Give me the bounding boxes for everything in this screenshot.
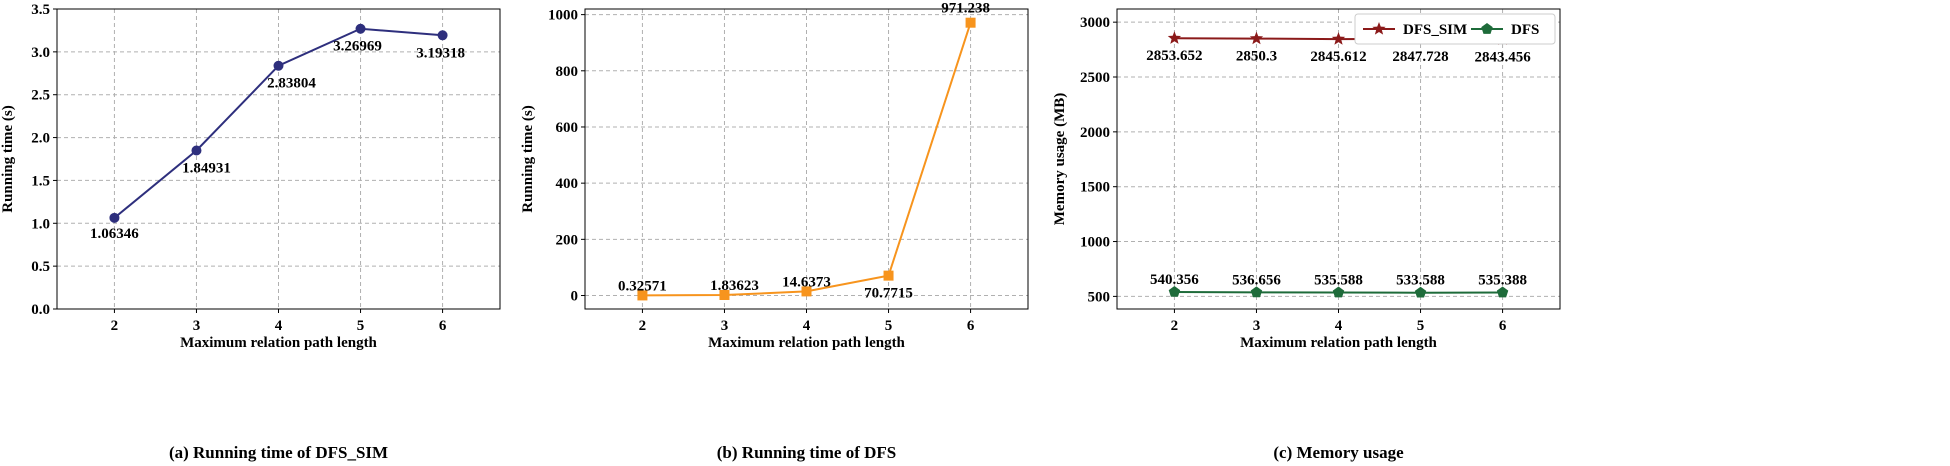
data-point bbox=[1249, 31, 1264, 45]
x-tick-label: 5 bbox=[885, 318, 893, 334]
data-point bbox=[437, 30, 448, 41]
y-tick-label: 2500 bbox=[1080, 70, 1110, 86]
y-tick-label: 1000 bbox=[1080, 235, 1110, 251]
x-tick-label: 3 bbox=[721, 318, 729, 334]
data-label: 14.6373 bbox=[782, 274, 831, 290]
x-tick-label: 4 bbox=[275, 318, 283, 334]
y-tick-label: 200 bbox=[556, 232, 579, 248]
legend-box bbox=[1354, 13, 1556, 45]
y-tick-label: 3000 bbox=[1080, 15, 1110, 31]
chart-running-time-dfs: 2 3 4 5 6 0 200 400 600 800 1000 Maximum relation p… bbox=[520, 1, 1029, 462]
data-point bbox=[637, 290, 648, 301]
y-tick-label: 3.0 bbox=[31, 45, 50, 61]
y-tick-label: 0.5 bbox=[31, 259, 50, 275]
y-tick-label: 800 bbox=[556, 64, 579, 80]
data-point bbox=[109, 212, 120, 223]
y-tick-label: 400 bbox=[556, 176, 579, 192]
legend-label: DFS_SIM bbox=[1403, 22, 1467, 38]
data-point bbox=[1332, 286, 1345, 298]
data-point bbox=[191, 145, 202, 156]
chart-memory-usage: 2 3 4 5 6 500 1000 1500 2000 2500 3000 Maximum rela… bbox=[1052, 8, 1561, 462]
data-label: 533.588 bbox=[1396, 273, 1445, 289]
data-label: 535.388 bbox=[1478, 273, 1527, 289]
data-point bbox=[883, 270, 894, 281]
y-tick-label: 2.5 bbox=[31, 88, 50, 104]
data-label: 1.83623 bbox=[710, 278, 759, 294]
data-point bbox=[1167, 31, 1182, 44]
x-axis-label: Maximum relation path length bbox=[1240, 335, 1437, 351]
data-label: 2.83804 bbox=[267, 76, 316, 92]
legend-label: DFS bbox=[1511, 22, 1539, 38]
legend-marker bbox=[1372, 22, 1386, 35]
x-tick-label: 6 bbox=[1499, 318, 1507, 334]
x-tick-label: 4 bbox=[803, 318, 811, 334]
data-label: 2843.456 bbox=[1474, 49, 1531, 65]
x-axis-label: Maximum relation path length bbox=[180, 335, 377, 351]
y-axis-label: Running time (s) bbox=[0, 105, 16, 213]
data-point bbox=[1496, 286, 1509, 298]
x-tick-label: 3 bbox=[1253, 318, 1261, 334]
data-label: 2847.728 bbox=[1392, 49, 1448, 65]
y-tick-label: 600 bbox=[556, 120, 579, 136]
data-label: 535.588 bbox=[1314, 272, 1363, 288]
data-point bbox=[1168, 285, 1181, 297]
x-tick-label: 6 bbox=[967, 318, 975, 334]
data-label: 3.19318 bbox=[416, 45, 465, 61]
x-tick-label: 4 bbox=[1335, 318, 1343, 334]
data-label: 1.06346 bbox=[90, 226, 139, 242]
data-label: 2845.612 bbox=[1310, 49, 1366, 65]
data-label: 971.238 bbox=[941, 1, 990, 17]
y-tick-label: 3.5 bbox=[31, 2, 50, 18]
legend-marker bbox=[1481, 23, 1493, 34]
data-point bbox=[355, 23, 366, 34]
chart-caption: (b) Running time of DFS bbox=[717, 443, 896, 462]
y-tick-label: 2.0 bbox=[31, 131, 50, 147]
x-tick-label: 2 bbox=[111, 318, 119, 334]
x-tick-label: 2 bbox=[639, 318, 647, 334]
chart-running-time-dfs-sim: 2 3 4 5 6 0.0 0.5 1.0 1.5 2.0 2.5 3.0 3.5 Maximum rel… bbox=[0, 2, 501, 462]
data-point bbox=[801, 286, 812, 297]
x-tick-label: 5 bbox=[1417, 318, 1425, 334]
data-label: 1.84931 bbox=[182, 160, 231, 176]
x-axis-label: Maximum relation path length bbox=[708, 335, 905, 351]
data-label: 70.7715 bbox=[864, 286, 913, 302]
data-label: 2853.652 bbox=[1146, 48, 1202, 64]
y-tick-label: 0 bbox=[571, 289, 579, 305]
y-tick-label: 0.0 bbox=[31, 302, 50, 318]
legend: DFS_SIM DFS bbox=[1354, 13, 1556, 45]
y-tick-label: 1.5 bbox=[31, 173, 50, 189]
chart-caption: (c) Memory usage bbox=[1273, 443, 1404, 462]
data-point bbox=[1331, 32, 1346, 45]
data-label: 536.656 bbox=[1232, 272, 1281, 288]
data-point bbox=[1250, 286, 1263, 298]
x-tick-label: 6 bbox=[439, 318, 447, 334]
y-axis-label: Memory usage (MB) bbox=[1052, 93, 1068, 225]
y-tick-label: 500 bbox=[1088, 289, 1111, 305]
data-point bbox=[1414, 286, 1427, 298]
data-label: 540.356 bbox=[1150, 272, 1199, 288]
data-label: 3.26969 bbox=[333, 39, 382, 55]
data-point bbox=[273, 60, 284, 71]
x-tick-label: 3 bbox=[193, 318, 201, 334]
x-tick-label: 2 bbox=[1171, 318, 1179, 334]
y-tick-label: 2000 bbox=[1080, 125, 1110, 141]
y-tick-label: 1000 bbox=[548, 8, 578, 24]
x-tick-label: 5 bbox=[357, 318, 365, 334]
data-label: 0.32571 bbox=[618, 278, 667, 294]
data-label: 2850.3 bbox=[1236, 49, 1277, 65]
y-tick-label: 1500 bbox=[1080, 180, 1110, 196]
data-point bbox=[719, 290, 730, 301]
chart-caption: (a) Running time of DFS_SIM bbox=[169, 443, 388, 462]
y-axis-label: Running time (s) bbox=[520, 105, 536, 213]
data-point bbox=[965, 17, 976, 28]
y-tick-label: 1.0 bbox=[31, 216, 50, 232]
